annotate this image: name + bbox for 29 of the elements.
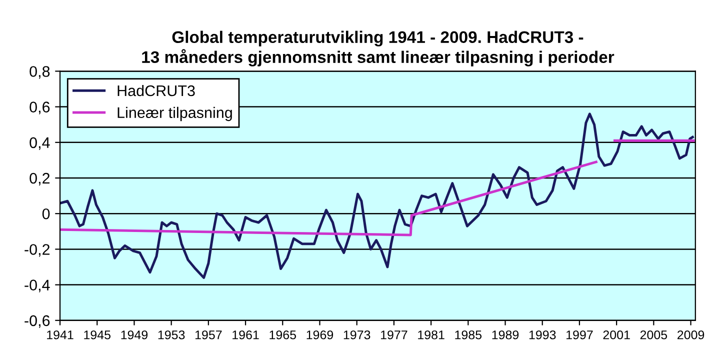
x-tick-label: 1965 (270, 330, 296, 340)
x-tick-label: 1941 (47, 330, 74, 340)
legend-label: HadCRUT3 (118, 84, 195, 96)
x-tick-label: 2005 (640, 330, 668, 340)
y-tick-label: 0 (42, 208, 50, 220)
x-tick-label: 1993 (529, 330, 556, 340)
x-tick-label: 1957 (195, 330, 222, 340)
x-tick-label: 1977 (380, 330, 408, 340)
x-tick-label: 1949 (121, 330, 148, 340)
y-tick-label: 0,4 (30, 137, 50, 150)
y-tick-label: -0,2 (24, 244, 50, 257)
x-tick-label: 2001 (603, 330, 630, 340)
x-tick-label: 2009 (678, 330, 704, 340)
y-tick-label: 0,2 (30, 172, 50, 186)
y-tick-label: -0,6 (24, 315, 50, 328)
chart-title: Global temperaturutvikling 1941 - 2009. HadCRUT3 - 13 måneders gjennomsnitt samt lineær tilpasning i perioder (142, 30, 614, 66)
x-tick-label: 1985 (455, 330, 482, 340)
x-tick-label: 1953 (158, 330, 185, 340)
legend-label: Lineær tilpasning (118, 106, 232, 122)
x-tick-label: 1997 (566, 330, 593, 340)
x-tick-label: 1969 (306, 330, 334, 340)
x-tick-label: 1989 (492, 330, 519, 340)
y-tick-label: 0,6 (30, 102, 50, 114)
y-tick-label: -0,4 (24, 280, 50, 292)
y-tick-label: 0,8 (30, 66, 50, 79)
x-tick-label: 1945 (84, 330, 110, 340)
x-tick-label: 1981 (418, 330, 444, 340)
x-tick-label: 1961 (232, 330, 259, 340)
x-tick-label: 1973 (344, 330, 370, 340)
